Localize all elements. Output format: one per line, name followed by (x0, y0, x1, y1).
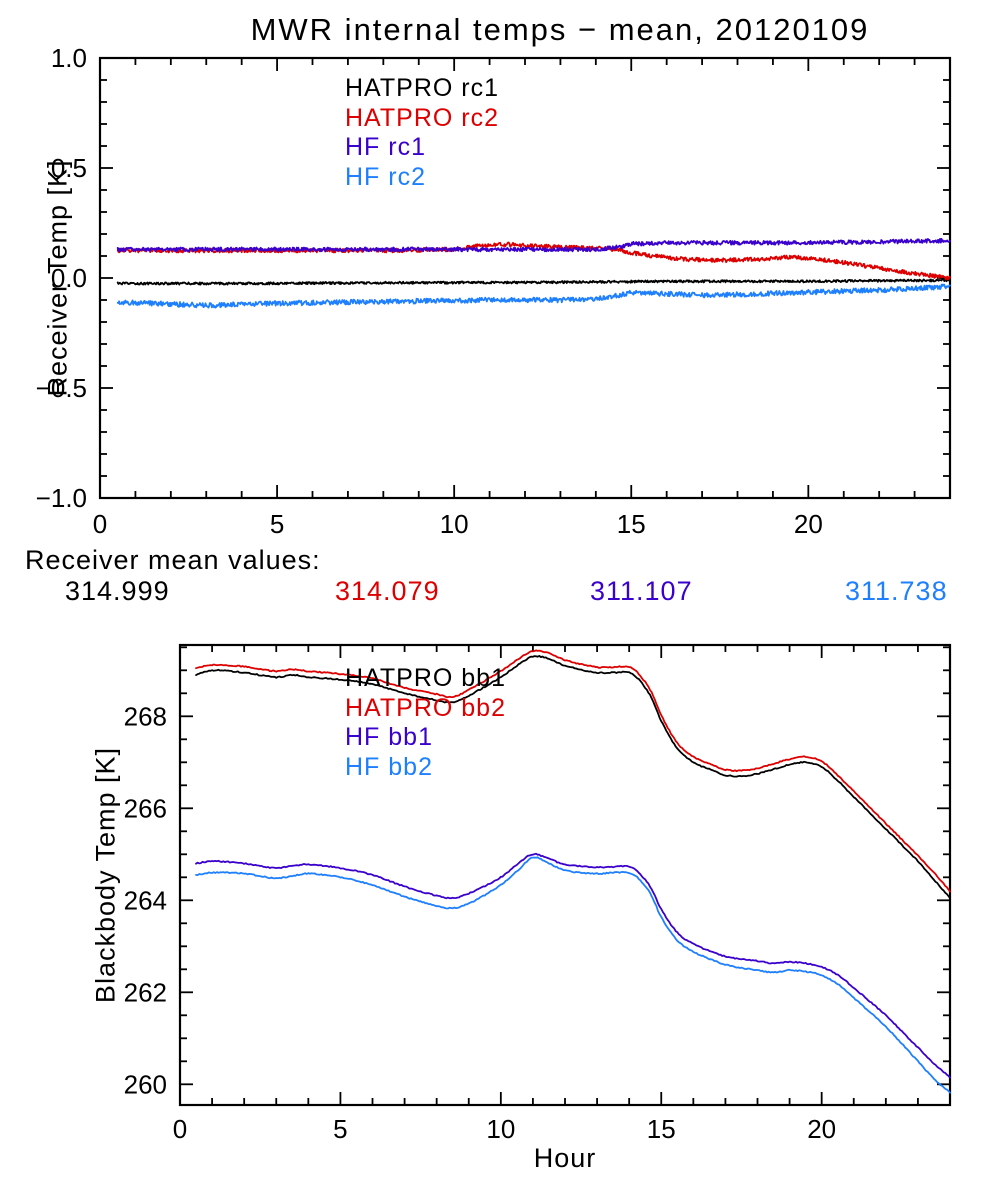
series-hatpro-bb1 (195, 655, 951, 899)
receiver-mean-values-label: Receiver mean values: (25, 545, 321, 575)
x-tick-label: 10 (440, 509, 469, 539)
receiver-y-axis-label: Receiver Temp [K] (42, 159, 73, 397)
y-tick-label: 0.5 (51, 153, 87, 183)
receiver-mean-values: 314.999 314.079 311.107 311.738 (0, 576, 1000, 610)
x-tick-label: 0 (93, 509, 107, 539)
legend-item-hf-rc1: HF rc1 (345, 133, 426, 161)
legend-item-hf-bb1: HF bb1 (345, 723, 433, 751)
y-tick-label: −0.5 (36, 373, 87, 403)
y-tick-label: −1.0 (36, 483, 87, 513)
legend-item-hatpro-bb1: HATPRO bb1 (345, 664, 506, 692)
legend-item-hf-bb2: HF bb2 (345, 752, 433, 781)
legend-receiver: HATPRO rc1 HATPRO rc2 HF rc1 HF rc2 (345, 74, 499, 192)
y-tick-label: 264 (124, 885, 167, 915)
x-tick-label: 20 (794, 509, 823, 539)
y-tick-label: 1.0 (51, 43, 87, 73)
x-tick-label: 20 (807, 1114, 836, 1144)
x-tick-label: 5 (270, 509, 284, 539)
x-tick-label: 0 (173, 1114, 187, 1144)
figure-title: MWR internal temps − mean, 20120109 (250, 12, 870, 47)
x-tick-label: 5 (333, 1114, 347, 1144)
blackbody-y-axis-label: Blackbody Temp [K] (90, 746, 121, 1004)
series-hf-rc1 (116, 237, 951, 253)
x-tick-label: 15 (647, 1114, 676, 1144)
series-hf-bb2 (195, 856, 951, 1094)
x-tick-label: 15 (617, 509, 646, 539)
series-hatpro-bb2 (195, 649, 951, 893)
series-hatpro-rc1 (116, 278, 951, 286)
series-hf-rc2 (116, 283, 951, 309)
receiver-mean-value-2: 311.107 (590, 576, 693, 606)
y-tick-label: 268 (124, 701, 167, 731)
x-tick-label: 10 (486, 1114, 515, 1144)
plot-box (98, 56, 952, 500)
legend-item-hatpro-rc2: HATPRO rc2 (345, 103, 499, 132)
y-tick-label: 266 (124, 793, 167, 823)
series-hf-bb1 (195, 852, 951, 1079)
hour-x-axis-label: Hour (533, 1143, 597, 1173)
receiver-mean-value-3: 311.738 (845, 576, 948, 606)
y-tick-label: 262 (124, 977, 167, 1007)
legend-item-hatpro-rc1: HATPRO rc1 (345, 74, 499, 102)
legend-item-hf-rc2: HF rc2 (345, 162, 426, 191)
receiver-mean-value-1: 314.079 (335, 576, 440, 606)
y-tick-label: 260 (124, 1069, 167, 1099)
legend-blackbody: HATPRO bb1 HATPRO bb2 HF bb1 HF bb2 (345, 664, 506, 782)
legend-item-hatpro-bb2: HATPRO bb2 (345, 693, 506, 722)
y-tick-label: 0.0 (51, 263, 87, 293)
receiver-mean-value-0: 314.999 (65, 576, 170, 606)
